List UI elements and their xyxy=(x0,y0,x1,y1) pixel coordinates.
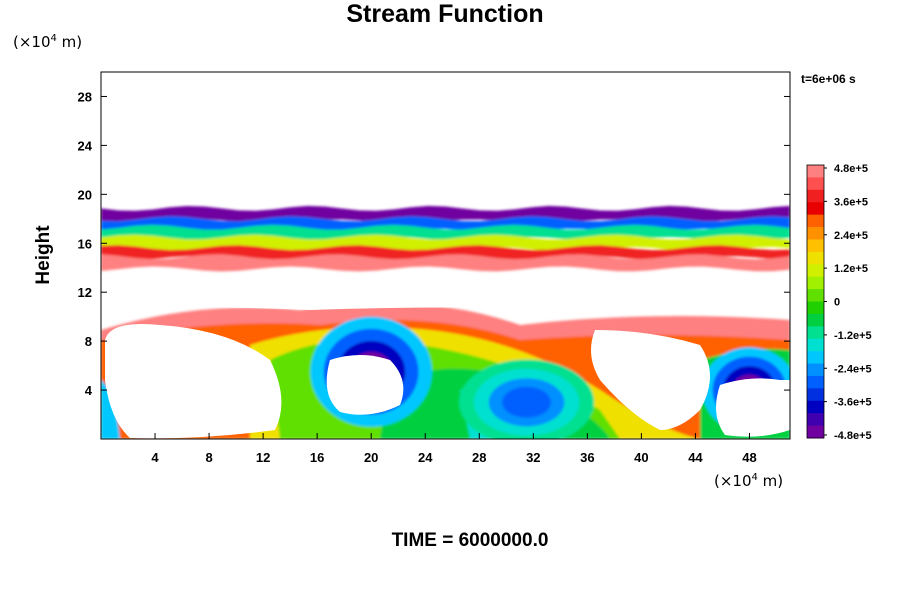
colorbar-swatch xyxy=(807,338,824,352)
colorbar-label: 3.6e+5 xyxy=(834,196,868,208)
colorbar-label: -2.4e+5 xyxy=(834,363,872,375)
uncolored-region xyxy=(101,276,790,314)
colorbar-swatch xyxy=(807,189,824,203)
colorbar-label: 2.4e+5 xyxy=(834,230,868,242)
colorbar-swatch xyxy=(807,177,824,191)
colorbar-swatch xyxy=(807,301,824,315)
x-tick-label: 20 xyxy=(364,450,378,465)
contour-band xyxy=(101,254,790,272)
colorbar-label: -3.6e+5 xyxy=(834,397,872,409)
time-stamp: t=6e+06 s xyxy=(801,72,856,86)
colorbar: 4.8e+5 3.6e+5 2.4e+5 1.2e+5 0 -1.2e+5 -2.4e+5 -… xyxy=(806,163,872,442)
y-tick-label: 28 xyxy=(78,89,92,104)
y-unit-exponent: 4 xyxy=(50,33,57,44)
x-axis: 4 8 12 16 20 24 28 32 36 40 44 48 xyxy=(151,433,757,465)
colorbar-swatch xyxy=(807,264,824,278)
colorbar-swatch xyxy=(807,375,824,389)
uncolored-region xyxy=(101,100,790,205)
uncolored-region xyxy=(326,355,404,415)
colorbar-label: -1.2e+5 xyxy=(834,330,872,342)
y-tick-label: 8 xyxy=(85,334,92,349)
colorbar-swatch xyxy=(807,326,824,340)
y-tick-label: 24 xyxy=(78,138,93,153)
x-axis-unit: (×104 m) xyxy=(714,472,783,490)
y-unit-suffix: m) xyxy=(56,33,83,51)
x-tick-label: 4 xyxy=(151,450,159,465)
uncolored-region xyxy=(716,378,790,437)
colorbar-swatch xyxy=(807,276,824,290)
x-tick-label: 8 xyxy=(205,450,212,465)
x-tick-label: 40 xyxy=(634,450,648,465)
contour-band xyxy=(101,234,790,252)
x-tick-label: 48 xyxy=(742,450,756,465)
time-label: TIME = 6000000.0 xyxy=(391,530,549,551)
contour-field xyxy=(101,100,790,439)
x-unit-prefix: (×10 xyxy=(714,472,752,490)
colorbar-swatch xyxy=(807,202,824,216)
contour-band xyxy=(101,245,790,262)
colorbar-swatch xyxy=(807,251,824,265)
x-tick-label: 28 xyxy=(472,450,486,465)
x-tick-label: 36 xyxy=(580,450,594,465)
uncolored-region xyxy=(591,330,710,430)
colorbar-swatch xyxy=(807,351,824,365)
colorbar-swatch xyxy=(807,363,824,377)
colorbar-swatch xyxy=(807,313,824,327)
contour-vortex xyxy=(502,386,551,418)
colorbar-swatch xyxy=(807,425,824,439)
y-tick-label: 12 xyxy=(78,285,92,300)
y-tick-label: 20 xyxy=(78,187,92,202)
colorbar-label: 1.2e+5 xyxy=(834,263,868,275)
colorbar-swatch xyxy=(807,289,824,302)
y-axis-unit: (×104 m) xyxy=(13,33,82,51)
y-tick-label: 4 xyxy=(85,383,93,398)
x-tick-label: 24 xyxy=(418,450,433,465)
y-unit-prefix: (×10 xyxy=(13,33,51,51)
colorbar-swatch xyxy=(807,227,824,240)
colorbar-label: 4.8e+5 xyxy=(834,163,868,175)
x-tick-label: 32 xyxy=(526,450,540,465)
x-tick-label: 16 xyxy=(310,450,324,465)
colorbar-swatch xyxy=(807,400,824,414)
colorbar-swatch xyxy=(807,214,824,228)
colorbar-swatch xyxy=(807,388,824,402)
x-unit-exponent: 4 xyxy=(751,472,758,483)
colorbar-label: -4.8e+5 xyxy=(834,430,872,442)
colorbar-label: 0 xyxy=(834,297,840,309)
colorbar-swatch xyxy=(807,239,824,253)
x-tick-label: 44 xyxy=(688,450,703,465)
colorbar-swatch xyxy=(807,165,824,178)
colorbar-swatch xyxy=(807,413,824,427)
plot-frame xyxy=(100,71,791,440)
x-tick-label: 12 xyxy=(256,450,270,465)
chart-title: Stream Function xyxy=(346,0,544,28)
uncolored-region xyxy=(105,324,282,439)
y-tick-label: 16 xyxy=(78,236,92,251)
y-axis-label: Height xyxy=(33,225,54,285)
x-unit-suffix: m) xyxy=(757,472,784,490)
contour-cell xyxy=(101,380,120,439)
y-axis: 4 8 12 16 20 24 28 xyxy=(78,89,790,398)
